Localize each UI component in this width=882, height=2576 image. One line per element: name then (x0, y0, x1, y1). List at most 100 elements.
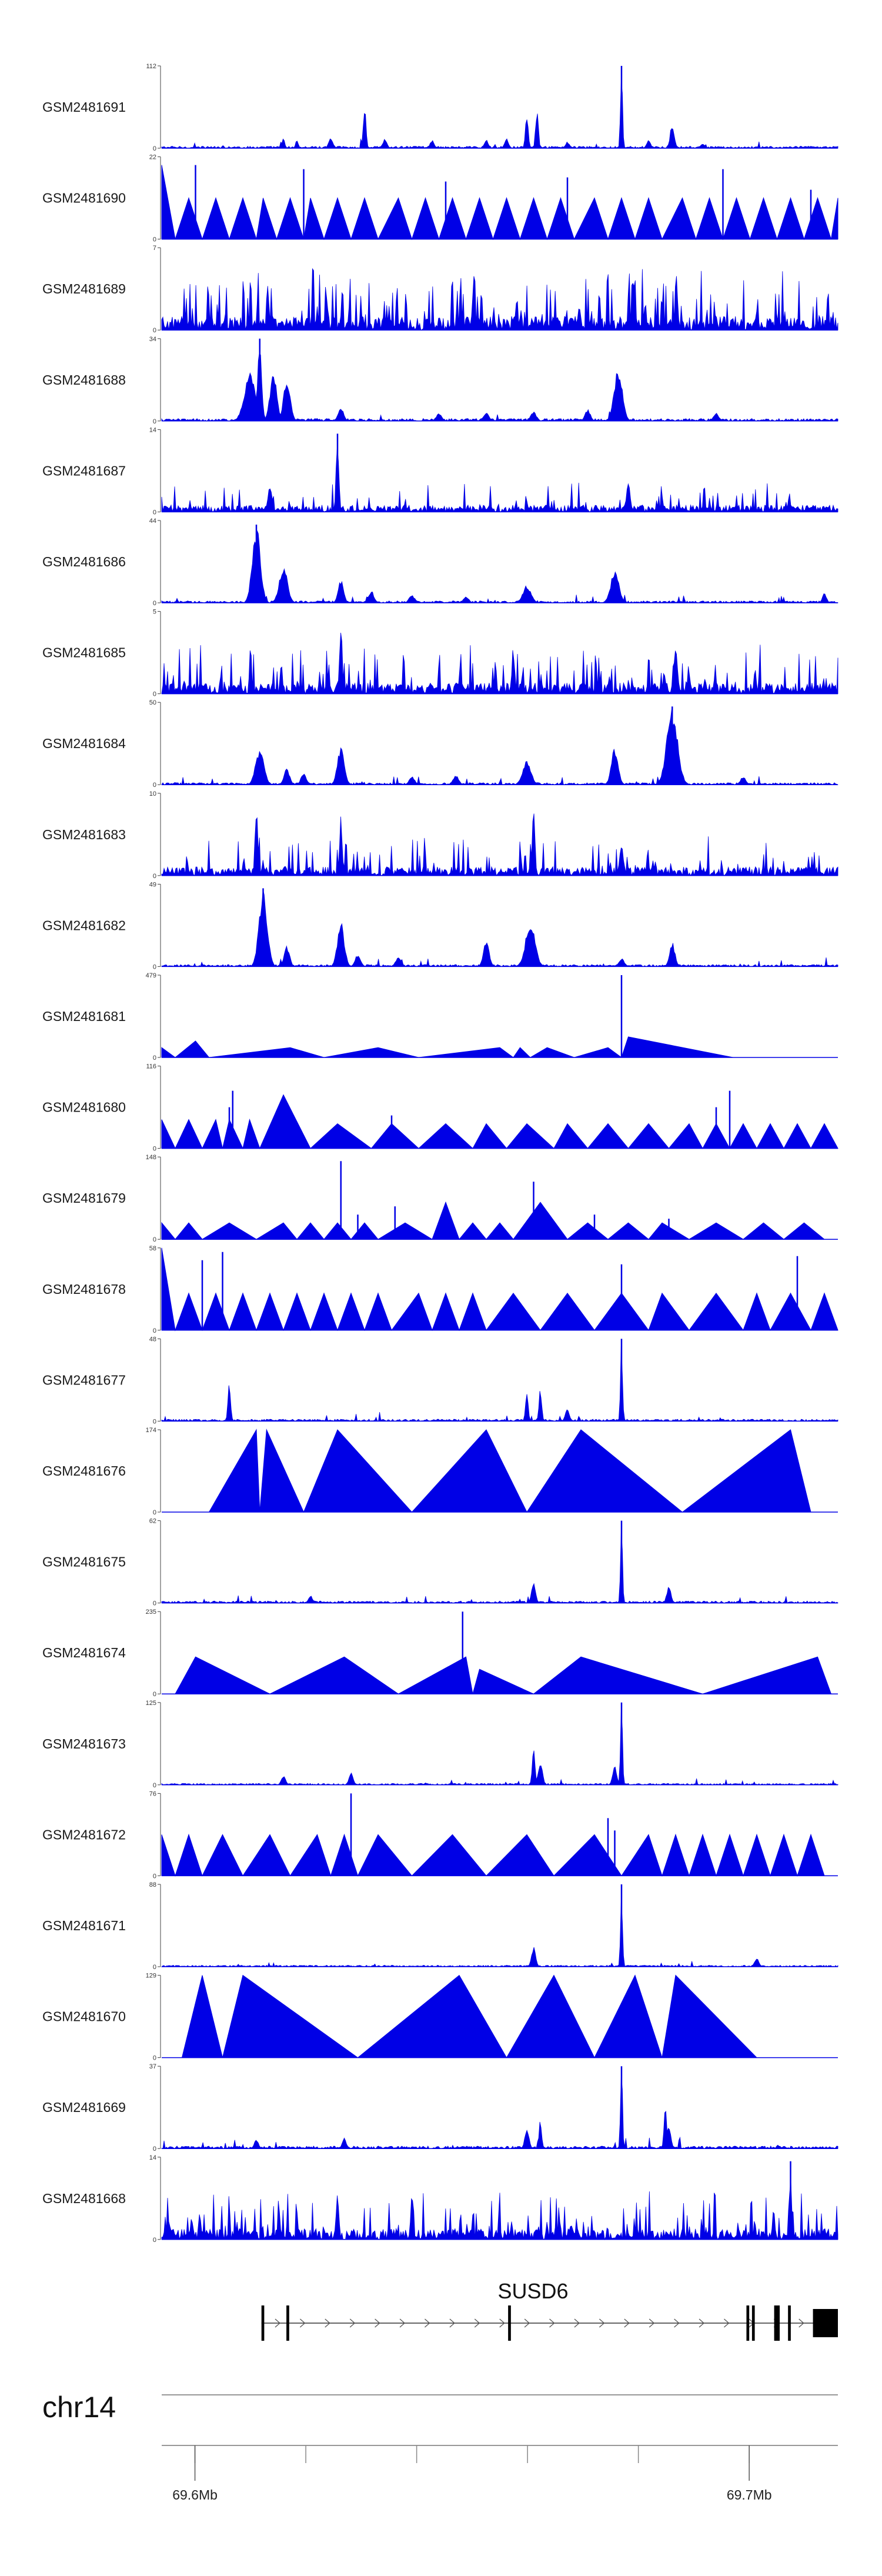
y-max-label: 116 (146, 1063, 156, 1070)
track-GSM2481681: GSM2481681 479 0 (42, 972, 838, 1062)
y-max-label: 22 (149, 154, 156, 161)
y-min-label: 0 (153, 1236, 156, 1243)
gene-name: SUSD6 (498, 2279, 569, 2303)
y-max-label: 125 (146, 1700, 156, 1707)
coverage-area (161, 1201, 826, 1240)
y-max-label: 44 (149, 518, 156, 525)
y-max-label: 62 (149, 1518, 156, 1525)
track-GSM2481679: GSM2481679 148 0 (42, 1154, 838, 1243)
coverage-area (161, 1345, 838, 1422)
strand-arrow-icon (524, 2318, 530, 2328)
track-GSM2481686: GSM2481686 44 0 (42, 518, 838, 607)
y-min-label: 0 (153, 1600, 156, 1607)
gene-exon (261, 2305, 265, 2341)
y-min-label: 0 (153, 509, 156, 516)
y-min-label: 0 (153, 2145, 156, 2153)
y-max-label: 5 (153, 609, 156, 616)
track-GSM2481688: GSM2481688 34 0 (42, 336, 838, 425)
coverage-area (161, 447, 838, 513)
track-label: GSM2481678 (42, 1282, 126, 1297)
coverage-area (161, 352, 838, 422)
coverage-area (161, 2179, 838, 2241)
track-GSM2481683: GSM2481683 10 0 (42, 790, 838, 880)
track-label: GSM2481670 (42, 2009, 126, 2024)
track-GSM2481689: GSM2481689 7 0 (42, 245, 838, 334)
track-label: GSM2481691 (42, 99, 126, 115)
track-label: GSM2481683 (42, 827, 126, 842)
gene-exon (813, 2309, 838, 2337)
track-GSM2481687: GSM2481687 14 0 (42, 426, 838, 516)
y-max-label: 48 (149, 1336, 156, 1343)
track-label: GSM2481677 (42, 1372, 126, 1387)
y-min-label: 0 (153, 873, 156, 880)
y-min-label: 0 (153, 1964, 156, 1971)
y-min-label: 0 (153, 691, 156, 698)
coverage-area (161, 1901, 838, 1967)
coverage-tracks: GSM24816911120GSM2481690220GSM248168970G… (42, 63, 838, 2244)
track-label: GSM2481687 (42, 463, 126, 478)
track-GSM2481669: GSM2481669 37 0 (42, 2063, 838, 2153)
y-max-label: 7 (153, 245, 156, 252)
y-min-label: 0 (153, 236, 156, 243)
track-label: GSM2481672 (42, 1827, 126, 1842)
strand-arrow-icon (299, 2318, 306, 2328)
track-label: GSM2481671 (42, 1918, 126, 1933)
track-GSM2481675: GSM2481675 62 0 (42, 1518, 838, 1607)
chromosome-axis: chr14 69.6Mb 69.7Mb (42, 2391, 838, 2502)
coverage-area (161, 530, 838, 603)
y-min-label: 0 (153, 1055, 156, 1062)
track-label: GSM2481669 (42, 2100, 126, 2115)
y-min-label: 0 (153, 2237, 156, 2244)
coverage-area (161, 813, 838, 877)
strand-arrow-icon (449, 2318, 455, 2328)
y-min-label: 0 (153, 1146, 156, 1153)
strand-arrow-icon (275, 2318, 280, 2328)
y-max-label: 88 (149, 1881, 156, 1888)
track-label: GSM2481681 (42, 1009, 126, 1024)
track-GSM2481670: GSM2481670 129 0 (42, 1973, 838, 2062)
y-max-label: 174 (146, 1427, 156, 1434)
track-label: GSM2481689 (42, 281, 126, 296)
y-min-label: 0 (153, 327, 156, 334)
track-label: GSM2481674 (42, 1645, 126, 1660)
coverage-area (161, 1833, 825, 1877)
y-max-label: 129 (146, 1973, 156, 1980)
strand-arrow-icon (724, 2318, 730, 2328)
gene-exon (508, 2305, 511, 2341)
strand-arrow-icon (549, 2318, 555, 2328)
strand-arrow-icon (399, 2318, 406, 2328)
y-min-label: 0 (153, 600, 156, 607)
track-GSM2481680: GSM2481680 116 0 (42, 1063, 838, 1153)
coverage-area (161, 1247, 838, 1332)
strand-arrow-icon (349, 2318, 356, 2328)
gene-exon (286, 2305, 289, 2341)
y-max-label: 10 (149, 790, 156, 798)
gene-exon (774, 2305, 780, 2341)
y-max-label: 14 (149, 426, 156, 433)
strand-arrow-icon (799, 2318, 804, 2328)
y-min-label: 0 (153, 1418, 156, 1425)
coverage-area (161, 708, 838, 785)
track-GSM2481691: GSM2481691 112 0 (42, 63, 838, 152)
coverage-area (161, 889, 838, 967)
coverage-area (181, 1974, 758, 2058)
y-max-label: 37 (149, 2063, 156, 2070)
track-label: GSM2481684 (42, 736, 126, 751)
track-GSM2481676: GSM2481676 174 0 (42, 1427, 838, 1516)
strand-arrow-icon (375, 2318, 380, 2328)
strand-arrow-icon (474, 2318, 480, 2328)
strand-arrow-icon (599, 2318, 605, 2328)
gene-model-track: SUSD6 (261, 2279, 838, 2341)
y-max-label: 235 (146, 1609, 156, 1616)
track-label: GSM2481680 (42, 1100, 126, 1115)
strand-arrow-icon (699, 2318, 705, 2328)
y-max-label: 76 (149, 1790, 156, 1797)
y-min-label: 0 (153, 1873, 156, 1880)
track-GSM2481677: GSM2481677 48 0 (42, 1336, 838, 1425)
strand-arrow-icon (574, 2318, 580, 2328)
y-max-label: 50 (149, 699, 156, 706)
track-GSM2481684: GSM2481684 50 0 (42, 699, 838, 789)
track-GSM2481672: GSM2481672 76 0 (42, 1790, 838, 1880)
strand-arrow-icon (425, 2318, 430, 2328)
